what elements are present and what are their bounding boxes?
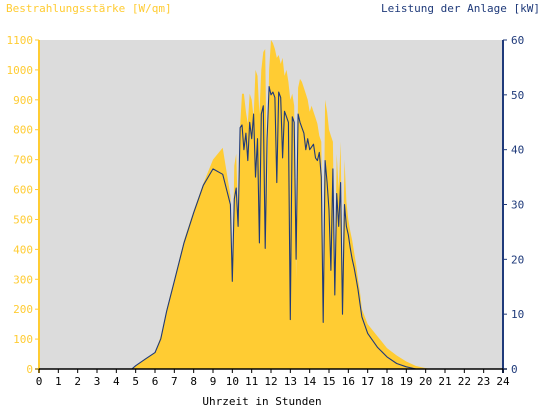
- x-tick-label: 13: [284, 375, 297, 388]
- right-tick-label: 50: [511, 89, 524, 102]
- x-tick-label: 0: [36, 375, 43, 388]
- irradiance-area-layer: [39, 40, 503, 369]
- right-tick-label: 20: [511, 253, 524, 266]
- left-tick-label: 800: [13, 124, 33, 137]
- x-tick-label: 14: [303, 375, 317, 388]
- x-tick-label: 18: [380, 375, 393, 388]
- x-tick-label: 5: [132, 375, 139, 388]
- right-tick-label: 60: [511, 34, 524, 47]
- left-tick-label: 900: [13, 94, 33, 107]
- x-tick-label: 12: [264, 375, 277, 388]
- x-tick-label: 20: [419, 375, 432, 388]
- x-tick-label: 15: [322, 375, 335, 388]
- power-line-layer: [39, 86, 503, 370]
- left-tick-label: 400: [13, 243, 33, 256]
- x-tick-label: 9: [210, 375, 217, 388]
- left-tick-label: 100: [13, 333, 33, 346]
- x-tick-label: 3: [94, 375, 101, 388]
- right-tick-label: 30: [511, 199, 524, 212]
- left-tick-label: 200: [13, 303, 33, 316]
- power-line: [39, 86, 503, 370]
- axes-layer: [35, 39, 507, 373]
- x-tick-label: 6: [152, 375, 159, 388]
- x-tick-label: 2: [74, 375, 81, 388]
- x-tick-label: 10: [226, 375, 239, 388]
- x-axis-label: Uhrzeit in Stunden: [202, 395, 321, 408]
- irradiance-area: [39, 40, 503, 369]
- x-tick-label: 24: [496, 375, 510, 388]
- left-tick-label: 1100: [7, 34, 34, 47]
- x-tick-label: 16: [342, 375, 355, 388]
- x-tick-label: 17: [361, 375, 374, 388]
- left-tick-label: 700: [13, 154, 33, 167]
- x-tick-label: 19: [400, 375, 413, 388]
- tick-labels-layer: 0100200300400500600700800900100011000102…: [7, 34, 525, 388]
- left-tick-label: 600: [13, 184, 33, 197]
- x-tick-label: 4: [113, 375, 120, 388]
- right-tick-label: 40: [511, 144, 524, 157]
- x-tick-label: 22: [458, 375, 471, 388]
- right-tick-label: 0: [511, 363, 518, 376]
- left-tick-label: 300: [13, 273, 33, 286]
- right-axis-title: Leistung der Anlage [kW]: [381, 2, 540, 15]
- x-tick-label: 21: [438, 375, 451, 388]
- x-tick-label: 11: [245, 375, 258, 388]
- left-tick-label: 0: [26, 363, 33, 376]
- x-tick-label: 8: [190, 375, 197, 388]
- left-tick-label: 500: [13, 213, 33, 226]
- right-tick-label: 10: [511, 308, 524, 321]
- left-axis-title: Bestrahlungsstärke [W/qm]: [6, 2, 172, 15]
- x-tick-label: 1: [55, 375, 62, 388]
- x-tick-label: 23: [477, 375, 490, 388]
- left-tick-label: 1000: [7, 64, 34, 77]
- x-tick-label: 7: [171, 375, 178, 388]
